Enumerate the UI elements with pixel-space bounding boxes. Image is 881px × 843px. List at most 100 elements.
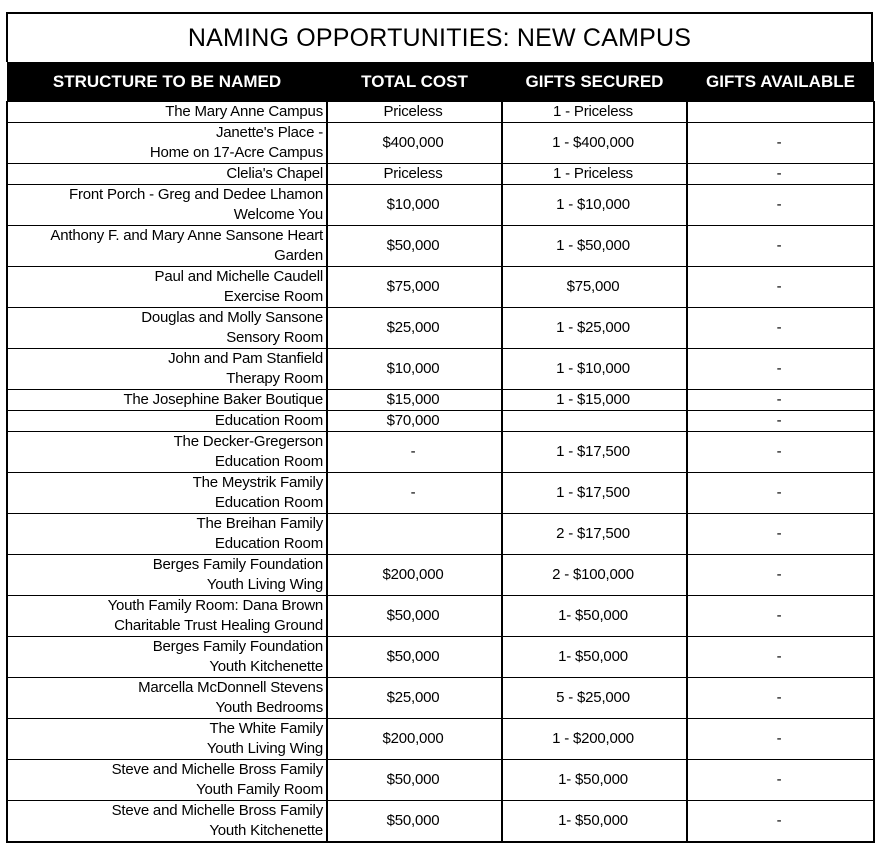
structure-name-line: Berges Family Foundation	[152, 556, 323, 573]
gifts-available-cell: -	[686, 184, 875, 226]
structure-name-line: Welcome You	[233, 206, 323, 223]
gifts-secured-cell: 1 - $15,000	[501, 389, 688, 411]
total-cost-cell: $400,000	[326, 122, 503, 164]
table-row: Youth Family Room: Dana Brown Charitable …	[6, 595, 875, 637]
table-row: The Meystrik Family Education Room -1 - $1…	[6, 472, 875, 514]
total-cost-cell: $25,000	[326, 677, 503, 719]
gifts-secured-cell: 1 - $50,000	[501, 225, 688, 267]
gifts-available-cell: -	[686, 800, 875, 843]
total-cost-cell: $70,000	[326, 410, 503, 432]
naming-table: STRUCTURE TO BE NAMED TOTAL COST GIFTS S…	[6, 62, 875, 843]
structure-name-line: Charitable Trust Healing Ground	[114, 617, 323, 634]
table-row: The Decker-Gregerson Education Room -1 - $…	[6, 431, 875, 473]
total-cost-cell: $50,000	[326, 595, 503, 637]
table-row: The Breihan Family Education Room 2 - $17,…	[6, 513, 875, 555]
gifts-secured-cell: 2 - $17,500	[501, 513, 688, 555]
structure-name-cell: Berges Family Foundation Youth Living Win…	[6, 554, 328, 596]
structure-name-line: Education Room	[214, 453, 323, 470]
total-cost-cell: $200,000	[326, 718, 503, 760]
total-cost-cell: $200,000	[326, 554, 503, 596]
total-cost-cell: $50,000	[326, 759, 503, 801]
gifts-secured-cell: 1 - $25,000	[501, 307, 688, 349]
gifts-available-cell: -	[686, 410, 875, 432]
gifts-available-cell: -	[686, 389, 875, 411]
table-row: The Josephine Baker Boutique $15,000 1 - $…	[6, 389, 875, 411]
total-cost-cell: $50,000	[326, 225, 503, 267]
gifts-available-cell: -	[686, 636, 875, 678]
total-cost-cell	[326, 513, 503, 555]
total-cost-cell: $15,000	[326, 389, 503, 411]
structure-name-line: The Breihan Family	[196, 515, 324, 532]
table-row: Marcella McDonnell Stevens Youth Bedrooms…	[6, 677, 875, 719]
table-row: Janette's Place - Home on 17-Acre Campus $…	[6, 122, 875, 164]
gifts-available-cell: -	[686, 431, 875, 473]
header-row: STRUCTURE TO BE NAMED TOTAL COST GIFTS S…	[7, 62, 874, 102]
gifts-secured-cell: 1- $50,000	[501, 595, 688, 637]
structure-name-cell: The Decker-Gregerson Education Room	[6, 431, 328, 473]
structure-name-cell: Anthony F. and Mary Anne Sansone Heart Ga…	[6, 225, 328, 267]
structure-name-line: Garden	[274, 247, 323, 264]
table-row: Steve and Michelle Bross Family Youth Kit…	[6, 800, 875, 843]
total-cost-cell: $75,000	[326, 266, 503, 308]
table-row: John and Pam Stanfield Therapy Room $10,00…	[6, 348, 875, 390]
gifts-available-cell: -	[686, 225, 875, 267]
structure-name-line: Youth Family Room: Dana Brown	[107, 597, 324, 614]
gifts-available-cell: -	[686, 348, 875, 390]
gifts-secured-cell	[501, 410, 688, 432]
structure-name-cell: Marcella McDonnell Stevens Youth Bedrooms	[6, 677, 328, 719]
structure-name-line: Marcella McDonnell Stevens	[138, 679, 323, 696]
naming-opportunities-sheet: NAMING OPPORTUNITIES: NEW CAMPUS STRUCTU…	[6, 12, 875, 843]
structure-name-line: Douglas and Molly Sansone	[141, 309, 323, 326]
gifts-secured-cell: 1 - $17,500	[501, 431, 688, 473]
table-row: Paul and Michelle Caudell Exercise Room $7…	[6, 266, 875, 308]
structure-name-line: Clelia's Chapel	[226, 165, 323, 182]
structure-name-line: Youth Kitchenette	[209, 822, 323, 839]
structure-name-line: Youth Family Room	[196, 781, 323, 798]
table-row: The Mary Anne Campus Priceless 1 - Pricele…	[6, 101, 875, 123]
structure-name-line: Anthony F. and Mary Anne Sansone Heart	[50, 227, 323, 244]
table-row: The White Family Youth Living Wing $200,00…	[6, 718, 875, 760]
structure-name-cell: Front Porch - Greg and Dedee Lhamon Welco…	[6, 184, 328, 226]
structure-name-line: Education Room	[214, 535, 323, 552]
structure-name-cell: Steve and Michelle Bross Family Youth Kit…	[6, 800, 328, 843]
total-cost-cell: Priceless	[326, 101, 503, 123]
total-cost-cell: -	[326, 472, 503, 514]
structure-name-line: Education Room	[214, 412, 323, 429]
structure-name-line: Youth Living Wing	[206, 740, 323, 757]
structure-name-line: John and Pam Stanfield	[168, 350, 323, 367]
structure-name-line: Steve and Michelle Bross Family	[111, 761, 324, 778]
structure-name-line: Sensory Room	[226, 329, 323, 346]
structure-name-cell: John and Pam Stanfield Therapy Room	[6, 348, 328, 390]
header-gifts-secured: GIFTS SECURED	[502, 62, 687, 102]
structure-name-line: Youth Bedrooms	[215, 699, 323, 716]
total-cost-cell: $50,000	[326, 800, 503, 843]
gifts-secured-cell: 1 - Priceless	[501, 163, 688, 185]
structure-name-cell: Janette's Place - Home on 17-Acre Campus	[6, 122, 328, 164]
structure-name-cell: Berges Family Foundation Youth Kitchenett…	[6, 636, 328, 678]
table-row: Berges Family Foundation Youth Living Win…	[6, 554, 875, 596]
structure-name-line: Youth Living Wing	[206, 576, 323, 593]
structure-name-line: The Mary Anne Campus	[165, 103, 323, 120]
table-row: Anthony F. and Mary Anne Sansone Heart Ga…	[6, 225, 875, 267]
gifts-available-cell: -	[686, 307, 875, 349]
gifts-secured-cell: 5 - $25,000	[501, 677, 688, 719]
total-cost-cell: $10,000	[326, 348, 503, 390]
header-total-cost: TOTAL COST	[327, 62, 502, 102]
structure-name-line: The Decker-Gregerson	[173, 433, 324, 450]
structure-name-cell: Education Room	[6, 410, 328, 432]
gifts-available-cell: -	[686, 513, 875, 555]
table-row: Douglas and Molly Sansone Sensory Room $25…	[6, 307, 875, 349]
structure-name-line: Berges Family Foundation	[152, 638, 323, 655]
gifts-secured-cell: 1 - Priceless	[501, 101, 688, 123]
gifts-available-cell: -	[686, 472, 875, 514]
structure-name-cell: The Breihan Family Education Room	[6, 513, 328, 555]
gifts-available-cell	[686, 101, 875, 123]
total-cost-cell: -	[326, 431, 503, 473]
structure-name-cell: Steve and Michelle Bross Family Youth Fam…	[6, 759, 328, 801]
gifts-available-cell: -	[686, 595, 875, 637]
gifts-available-cell: -	[686, 677, 875, 719]
total-cost-cell: $10,000	[326, 184, 503, 226]
gifts-secured-cell: 1- $50,000	[501, 636, 688, 678]
total-cost-cell: $25,000	[326, 307, 503, 349]
table-row: Education Room $70,000 -	[6, 410, 875, 432]
